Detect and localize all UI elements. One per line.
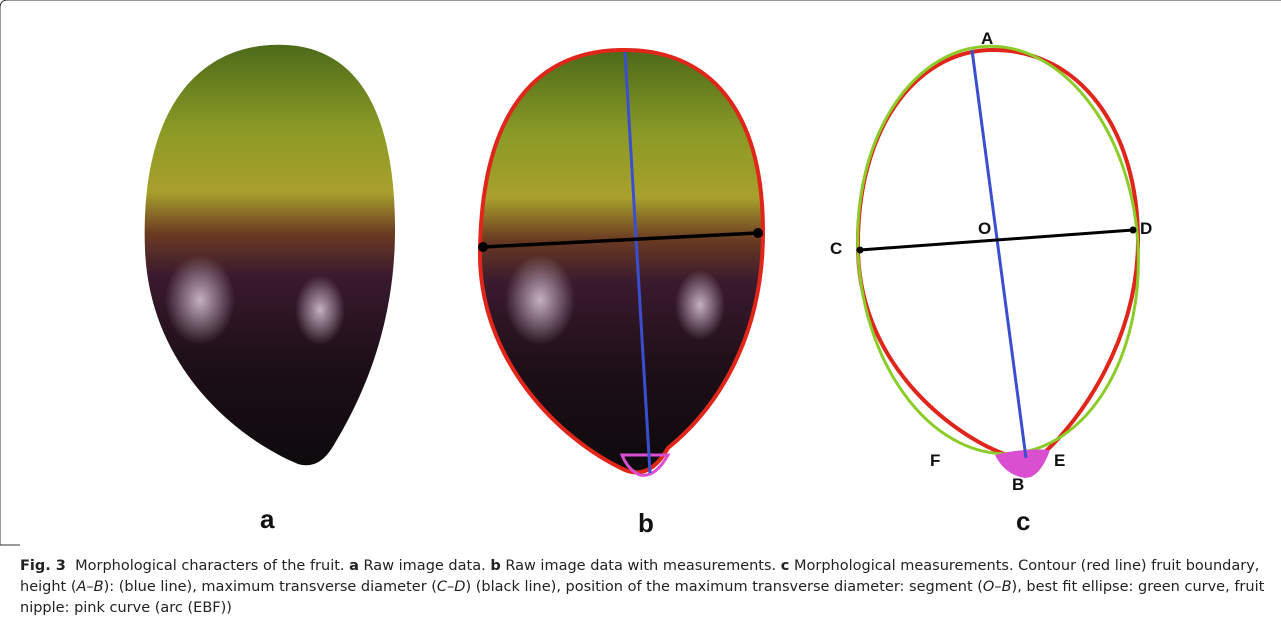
figure: A C O D F E B a b c [0,0,1281,626]
fruit-b [478,50,763,475]
caption-text: A–B [77,579,104,595]
panel-label: a [260,504,275,534]
point-label: O [978,219,991,238]
caption-panel: c [781,558,790,574]
caption-text: C–D [437,579,466,595]
caption-text: Raw image data. [364,558,486,574]
caption-panel: b [490,558,500,574]
panel-label: b [638,508,654,538]
caption-label: Fig. 3 [20,558,66,574]
caption-text: Raw image data with measurements. [505,558,776,574]
page: A C O D F E B a b c Fig. 3 Morphological… [0,0,1281,626]
point-label: A [981,29,993,48]
diagram-c [844,37,1152,478]
point-label: C [830,239,842,258]
caption-text: Morphological characters of the fruit. [75,558,344,574]
point-label: B [1012,475,1024,494]
caption-panel: a [349,558,359,574]
fruit-a [145,45,395,466]
caption-text: ): (blue line), maximum transverse diame… [104,579,437,595]
caption-text: O–B [983,579,1012,595]
point-label: D [1140,219,1152,238]
point-label: F [930,451,940,470]
point-label: E [1054,451,1065,470]
panel-label: c [1016,506,1030,536]
caption-text: ) (black line), position of the maximum … [465,579,982,595]
caption: Fig. 3 Morphological characters of the f… [20,556,1265,619]
